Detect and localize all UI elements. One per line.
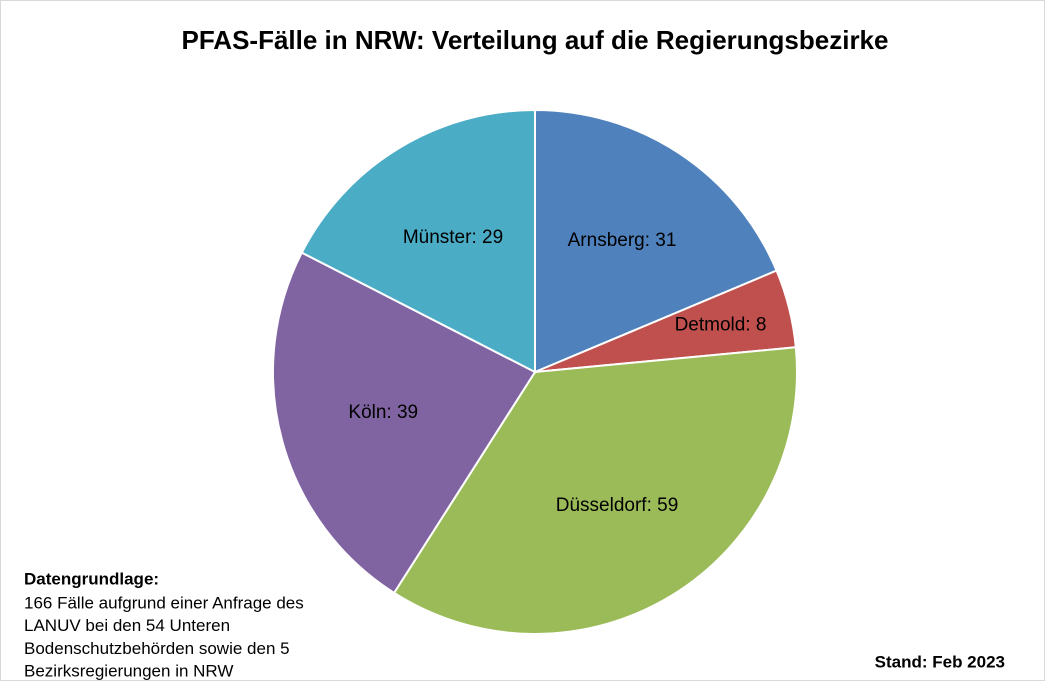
pie: Arnsberg: 31 Detmold: 8 Düsseldorf: 59 Köln…	[272, 108, 798, 635]
note-line: 166 Fälle aufgrund einer Anfrage des	[24, 593, 304, 612]
data-label: Arnsberg: 31	[568, 230, 677, 251]
data-label: Köln: 39	[348, 402, 418, 423]
chart-title: PFAS-Fälle in NRW: Verteilung auf die Re…	[182, 25, 889, 55]
data-label: Düsseldorf: 59	[556, 495, 679, 516]
pie-slice	[272, 251, 537, 595]
pie-slice	[300, 108, 536, 374]
data-label: Münster: 29	[403, 227, 503, 248]
note-line: LANUV bei den 54 Unteren	[24, 616, 230, 635]
note-line: Bezirksregierungen in NRW	[24, 662, 233, 681]
note: 166 Fälle aufgrund einer Anfrage des LANU…	[24, 593, 304, 680]
stand: Stand: Feb 2023	[875, 652, 1005, 671]
note-heading: Datengrundlage:	[24, 569, 159, 588]
pie-slice	[392, 346, 798, 635]
data-label: Detmold: 8	[675, 314, 767, 335]
note-line: Bodenschutzbehörden sowie den 5	[24, 639, 290, 658]
pie-slice	[534, 108, 778, 374]
